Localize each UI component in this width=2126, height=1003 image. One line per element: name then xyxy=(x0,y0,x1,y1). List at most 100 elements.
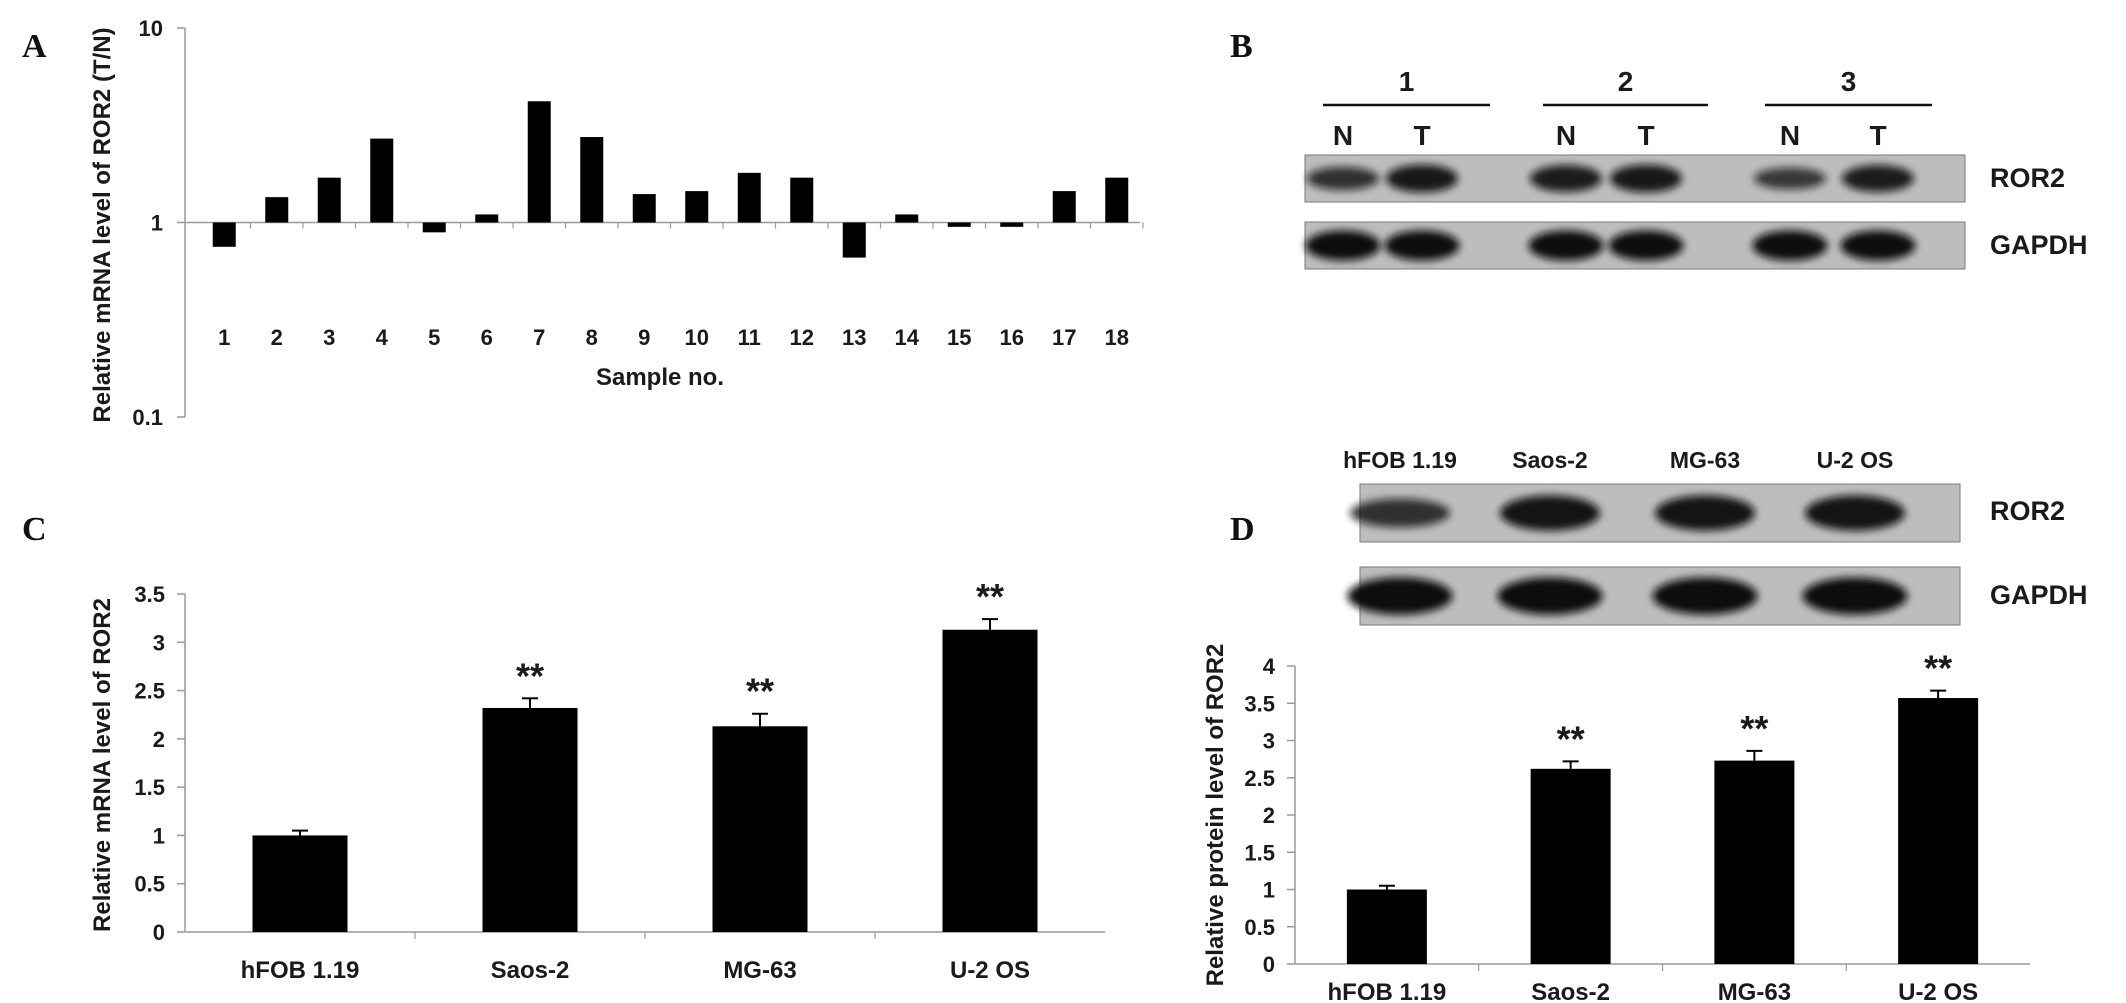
blot-lane-label-d: hFOB 1.19 xyxy=(1343,447,1457,473)
bar-a-4 xyxy=(370,138,394,223)
chart-d: 0 0.5 1 1.5 2 2.5 3 3.5 4 hFOB 1.19 ** Saos-2 ** MG-6… xyxy=(1202,644,2030,1003)
y-tick-label-c: 2.5 xyxy=(134,679,165,704)
x-tick-label-a: 14 xyxy=(895,325,920,350)
panel-label-a: A xyxy=(22,28,47,65)
bar-a-9 xyxy=(632,194,656,223)
band-b-ror2-1 xyxy=(1386,164,1458,193)
bar-a-10 xyxy=(685,191,709,223)
blot-row-label-d: GAPDH xyxy=(1990,580,2088,610)
panel-label-d: D xyxy=(1230,511,1255,548)
x-tick-label-a: 17 xyxy=(1052,325,1076,350)
significance-mark-d: ** xyxy=(1924,648,1952,689)
blot-group-label-b: 1 xyxy=(1399,66,1415,97)
bar-a-15 xyxy=(947,222,971,227)
blot-group-label-b: 3 xyxy=(1841,66,1857,97)
y-tick-label-d: 4 xyxy=(1263,654,1276,679)
blot-group-label-b: 2 xyxy=(1618,66,1634,97)
blot-row-label-b: ROR2 xyxy=(1990,163,2065,193)
band-b-gapdh-4 xyxy=(1752,230,1828,261)
bar-a-17 xyxy=(1052,191,1076,223)
band-d-gapdh-3 xyxy=(1802,577,1908,615)
x-tick-label-a: 6 xyxy=(481,325,493,350)
band-b-gapdh-2 xyxy=(1528,230,1604,261)
band-b-ror2-4 xyxy=(1754,167,1826,190)
western-blot-d: hFOB 1.19 Saos-2 MG-63 U-2 OS ROR2 GAPDH xyxy=(1343,447,2088,626)
chart-c: 0 0.5 1 1.5 2 2.5 3 3.5 hFOB 1.19 ** Saos-2 ** MG-63… xyxy=(89,576,1105,984)
x-tick-label-c: Saos-2 xyxy=(491,957,570,984)
x-tick-label-a: 2 xyxy=(271,325,283,350)
bar-a-8 xyxy=(580,137,604,223)
band-d-gapdh-2 xyxy=(1652,577,1758,615)
band-b-gapdh-3 xyxy=(1608,230,1684,261)
blot-lane-label-b: T xyxy=(1869,120,1886,151)
blot-lane-label-d: Saos-2 xyxy=(1512,447,1587,473)
significance-mark-d: ** xyxy=(1557,718,1585,759)
band-b-ror2-2 xyxy=(1530,164,1602,193)
y-tick-label-d: 2.5 xyxy=(1244,766,1275,791)
panel-label-b: B xyxy=(1230,28,1253,65)
bar-a-2 xyxy=(265,197,289,223)
x-axis-label-a: Sample no. xyxy=(596,364,724,391)
bar-a-1 xyxy=(212,222,236,247)
y-tick-label-a: 10 xyxy=(139,16,163,41)
bar-a-11 xyxy=(737,172,761,223)
bar-d-2 xyxy=(1714,760,1795,964)
bar-a-6 xyxy=(475,214,499,223)
band-d-ror2-1 xyxy=(1500,495,1600,531)
y-tick-label-c: 1.5 xyxy=(134,775,165,800)
significance-mark-c: ** xyxy=(746,671,774,712)
y-tick-label-d: 3 xyxy=(1263,729,1275,754)
significance-mark-d: ** xyxy=(1740,708,1768,749)
x-tick-label-d: hFOB 1.19 xyxy=(1328,979,1447,1003)
blot-row-label-d: ROR2 xyxy=(1990,496,2065,526)
band-b-ror2-3 xyxy=(1610,164,1682,193)
x-tick-label-a: 18 xyxy=(1105,325,1129,350)
blot-row-label-b: GAPDH xyxy=(1990,230,2088,260)
bar-c-0 xyxy=(252,835,348,932)
x-tick-label-d: U-2 OS xyxy=(1898,979,1978,1003)
y-axis-label-d: Relative protein level of ROR2 xyxy=(1202,644,1229,987)
band-d-gapdh-1 xyxy=(1497,577,1603,615)
band-d-gapdh-0 xyxy=(1347,577,1453,615)
y-tick-label-a: 1 xyxy=(151,211,163,236)
band-b-ror2-5 xyxy=(1842,164,1914,193)
band-d-ror2-3 xyxy=(1805,495,1905,531)
x-tick-label-a: 1 xyxy=(218,325,230,350)
blot-lane-label-b: N xyxy=(1556,120,1576,151)
y-axis-label-c: Relative mRNA level of ROR2 xyxy=(89,598,116,932)
blot-lane-label-b: N xyxy=(1780,120,1800,151)
x-tick-label-a: 16 xyxy=(1000,325,1024,350)
y-axis-label-a: Relative mRNA level of ROR2 (T/N) xyxy=(89,27,116,422)
x-tick-label-c: MG-63 xyxy=(723,957,796,984)
x-tick-label-a: 7 xyxy=(533,325,545,350)
x-tick-label-d: Saos-2 xyxy=(1531,979,1610,1003)
y-tick-label-c: 2 xyxy=(153,727,165,752)
blot-lane-label-b: T xyxy=(1413,120,1430,151)
bar-a-13 xyxy=(842,222,866,258)
blot-lane-label-d: MG-63 xyxy=(1670,447,1740,473)
bar-c-2 xyxy=(712,726,808,932)
bar-c-3 xyxy=(942,629,1038,932)
y-tick-label-d: 0.5 xyxy=(1244,915,1275,940)
band-b-gapdh-1 xyxy=(1384,230,1460,261)
bar-d-1 xyxy=(1530,768,1611,964)
band-d-ror2-2 xyxy=(1655,495,1755,531)
y-tick-label-d: 3.5 xyxy=(1244,691,1275,716)
bar-a-5 xyxy=(422,222,446,233)
band-b-ror2-0 xyxy=(1307,166,1379,191)
band-d-ror2-0 xyxy=(1350,498,1450,528)
bar-a-14 xyxy=(895,214,919,223)
bar-a-3 xyxy=(317,177,341,223)
x-tick-label-a: 3 xyxy=(323,325,335,350)
blot-lane-label-b: T xyxy=(1637,120,1654,151)
western-blot-b: 1 2 3 N T N T N T ROR2 GAPDH xyxy=(1304,66,2088,270)
y-tick-label-c: 3 xyxy=(153,630,165,655)
y-tick-label-d: 2 xyxy=(1263,803,1275,828)
x-tick-label-a: 10 xyxy=(685,325,709,350)
blot-border-b-ror2 xyxy=(1304,154,1966,203)
blot-lane-label-d: U-2 OS xyxy=(1817,447,1894,473)
y-tick-label-c: 1 xyxy=(153,823,165,848)
y-tick-label-c: 0 xyxy=(153,920,165,945)
